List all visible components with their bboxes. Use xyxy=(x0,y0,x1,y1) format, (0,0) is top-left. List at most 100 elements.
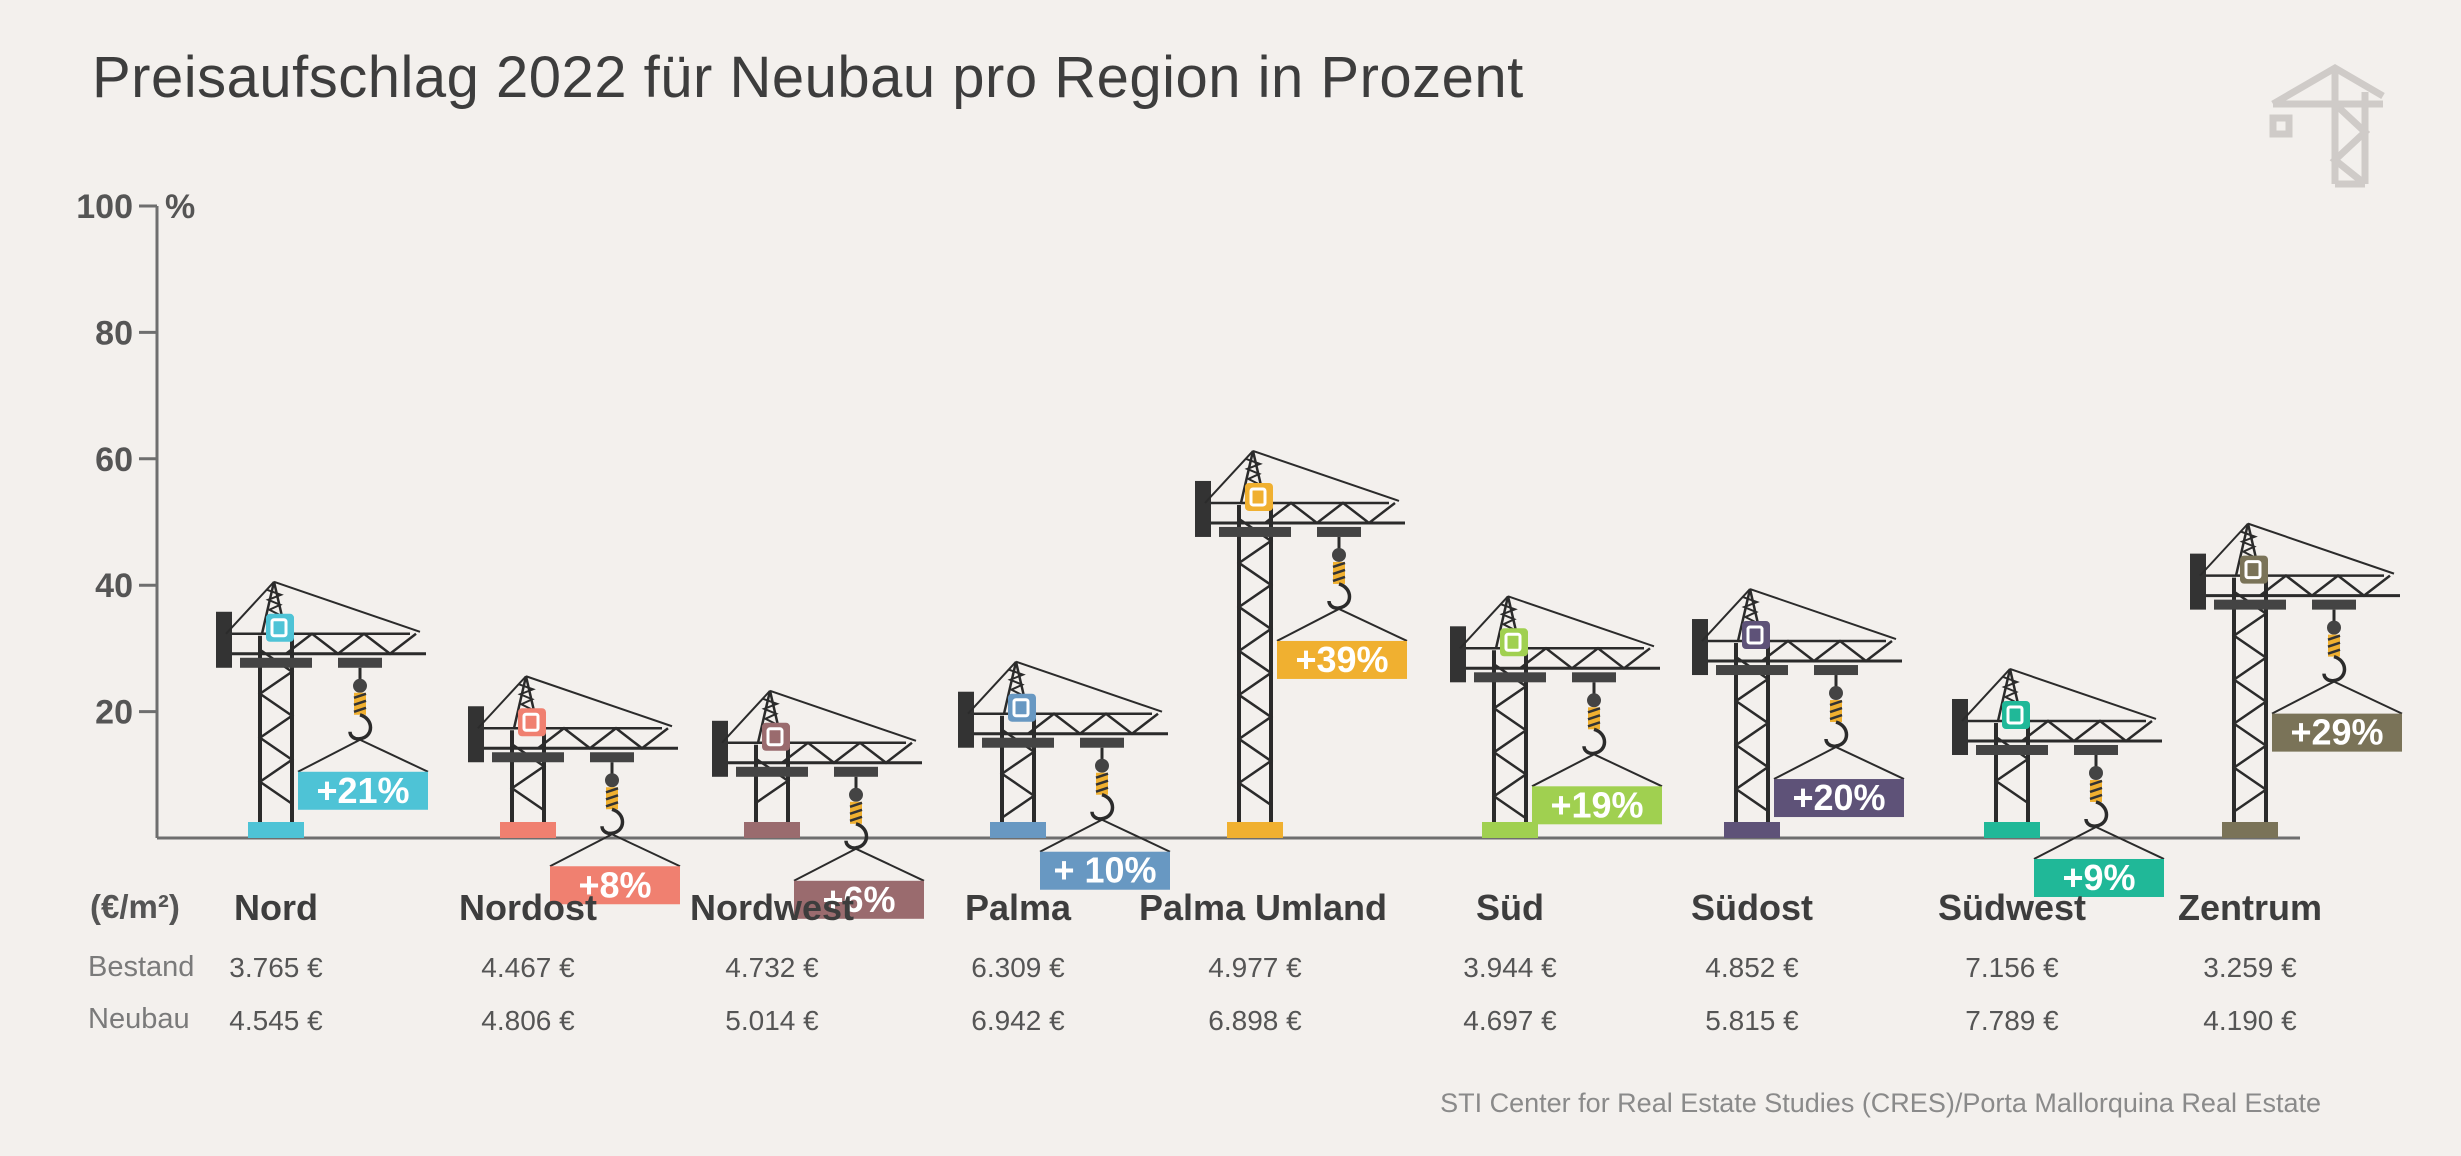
crane-lattice xyxy=(755,757,791,804)
value-label: +20% xyxy=(1792,777,1885,818)
crane-sling xyxy=(1593,753,1663,788)
crane-hook-stripe xyxy=(353,699,367,706)
value-label-box xyxy=(298,771,428,810)
crane-cabin-window xyxy=(1504,632,1522,652)
crane-hook-stripe xyxy=(1095,786,1109,793)
crane-cabin xyxy=(1500,628,1528,657)
neubau-value: 5.815 € xyxy=(1705,1005,1799,1036)
crane-counterweight xyxy=(1450,626,1466,683)
crane-cable xyxy=(1507,595,1655,648)
bestand-value: 3.944 € xyxy=(1463,952,1557,983)
crane-base xyxy=(1724,822,1780,838)
region-label: Palma Umland xyxy=(1139,887,1387,928)
crane-cabin-window xyxy=(1746,625,1764,645)
crane-palma-umland: +39% xyxy=(1195,450,1408,838)
crane-cabin xyxy=(1742,621,1770,650)
crane-base xyxy=(1482,822,1538,838)
crane-lattice xyxy=(257,648,295,805)
crane-nordwest: +6% xyxy=(712,689,925,920)
value-label-box xyxy=(794,880,924,919)
crane-hook-stripe xyxy=(2089,786,2103,794)
crane-hook-stripe xyxy=(605,794,619,801)
crane-hook-stripe xyxy=(1095,772,1109,779)
crane-cable xyxy=(2009,668,2157,720)
value-label: +9% xyxy=(2062,857,2135,898)
value-label: +8% xyxy=(578,864,651,905)
crane-sling xyxy=(2271,680,2335,715)
region-label: Süd xyxy=(1476,887,1544,928)
crane-cable xyxy=(525,675,673,728)
crane-counterweight xyxy=(468,706,484,763)
crane-cable xyxy=(1252,450,1400,502)
crane-hook-pulley xyxy=(2089,765,2103,780)
crane-palma: + 10% xyxy=(958,660,1171,891)
crane-hook-stripe xyxy=(353,692,367,699)
crane-cable xyxy=(721,690,771,744)
crane-trolley xyxy=(590,752,634,763)
crane-cable xyxy=(967,661,1017,715)
crane-cable xyxy=(1204,450,1254,504)
crane-cabin xyxy=(266,613,294,642)
crane-cable xyxy=(769,689,917,742)
value-label-box xyxy=(2272,713,2402,752)
crane-base xyxy=(990,822,1046,838)
crane-cabin xyxy=(2240,555,2268,584)
crane-jib-truss xyxy=(781,741,913,765)
chart-title: Preisaufschlag 2022 für Neubau pro Regio… xyxy=(92,45,1524,110)
neubau-value: 6.898 € xyxy=(1208,1005,1302,1036)
crane-cabin-window xyxy=(1249,487,1267,507)
crane-hook-stripe xyxy=(1829,713,1843,721)
crane-cabin-window xyxy=(1012,698,1030,718)
value-label: +6% xyxy=(822,879,895,920)
crane-lattice xyxy=(1733,656,1771,813)
region-label: Südost xyxy=(1691,887,1813,928)
crane-sling xyxy=(2033,826,2097,860)
value-label-box xyxy=(1040,851,1170,890)
crane-cabin xyxy=(2002,700,2030,729)
crane-logo-icon xyxy=(2269,63,2385,188)
crane-counterweight xyxy=(216,611,232,668)
crane-counterweight xyxy=(712,720,728,777)
crane-hook-stripe xyxy=(2089,793,2103,801)
value-label-box xyxy=(1532,786,1662,825)
y-tick-label: 60 xyxy=(95,441,133,479)
crane-cable xyxy=(2199,522,2249,577)
neubau-value: 5.014 € xyxy=(725,1005,819,1036)
crane-slew xyxy=(1716,665,1788,676)
crane-sling xyxy=(1338,608,1408,642)
crane-sling xyxy=(1835,746,1905,780)
crane-slew xyxy=(1219,526,1291,537)
crane-hook-pulley xyxy=(849,787,863,802)
crane-trolley xyxy=(834,766,878,777)
y-axis-unit: % xyxy=(165,188,195,226)
crane-trolley xyxy=(2074,744,2118,755)
neubau-value: 4.190 € xyxy=(2203,1005,2297,1036)
crane-cable xyxy=(1701,588,1751,642)
crane-cable xyxy=(477,675,527,729)
region-label: Südwest xyxy=(1938,887,2086,928)
crane-jib-truss xyxy=(285,632,417,656)
crane-sling xyxy=(855,847,925,882)
crane-cable xyxy=(273,580,421,633)
crane-cabin xyxy=(762,722,790,751)
crane-lattice xyxy=(1491,663,1529,820)
crane-hook-pulley xyxy=(605,773,619,788)
crane-jib-truss xyxy=(2259,574,2391,598)
crane-cabin-window xyxy=(522,712,540,732)
bestand-value: 4.732 € xyxy=(725,952,819,983)
crane-hook-stripe xyxy=(1587,721,1601,728)
crane-trolley xyxy=(1317,526,1361,537)
crane-counterweight xyxy=(1692,619,1708,676)
crane-hook-pulley xyxy=(353,678,367,693)
region-label: Palma xyxy=(965,887,1072,928)
crane-hook-stripe xyxy=(1587,707,1601,714)
crane-counterweight xyxy=(1195,480,1211,537)
value-label-box xyxy=(550,866,680,905)
crane-slew xyxy=(1474,672,1546,683)
crane-cabin-window xyxy=(2244,560,2262,580)
crane-trolley xyxy=(1572,672,1616,683)
value-label-box xyxy=(1277,640,1407,679)
crane-slew xyxy=(240,657,312,668)
crane-jib-truss xyxy=(2021,719,2153,743)
